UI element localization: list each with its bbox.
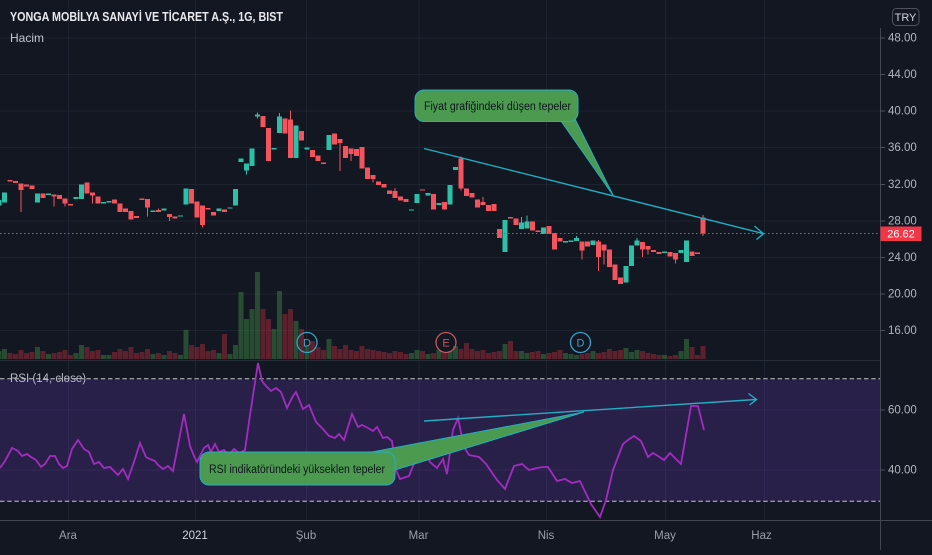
- svg-text:28.00: 28.00: [888, 215, 917, 227]
- svg-text:Hacim: Hacim: [10, 31, 44, 45]
- svg-text:D: D: [303, 338, 311, 350]
- svg-text:36.00: 36.00: [888, 142, 917, 154]
- svg-text:Nis: Nis: [538, 530, 555, 542]
- svg-text:48.00: 48.00: [888, 32, 917, 44]
- svg-text:TRY: TRY: [895, 12, 917, 24]
- svg-text:32.00: 32.00: [888, 179, 917, 191]
- svg-text:D: D: [577, 338, 585, 350]
- svg-text:RSI indikatöründeki yükseklen: RSI indikatöründeki yükseklen tepeler: [209, 464, 385, 476]
- svg-text:Haz: Haz: [751, 530, 772, 542]
- svg-text:44.00: 44.00: [888, 69, 917, 81]
- svg-text:Mar: Mar: [409, 530, 429, 542]
- svg-text:2021: 2021: [182, 530, 208, 542]
- svg-text:16.00: 16.00: [888, 325, 917, 337]
- svg-text:60.00: 60.00: [888, 404, 917, 416]
- svg-text:20.00: 20.00: [888, 289, 917, 301]
- svg-text:Şub: Şub: [296, 530, 316, 542]
- svg-text:40.00: 40.00: [888, 465, 917, 477]
- svg-text:26.62: 26.62: [887, 229, 915, 241]
- svg-text:RSI (14, close): RSI (14, close): [10, 373, 86, 385]
- svg-text:YONGA MOBİLYA SANAYİ VE TİCARE: YONGA MOBİLYA SANAYİ VE TİCARET A.Ş., 1G…: [10, 9, 283, 24]
- svg-text:40.00: 40.00: [888, 106, 917, 118]
- svg-text:May: May: [654, 530, 676, 542]
- svg-text:24.00: 24.00: [888, 252, 917, 264]
- svg-text:Fiyat grafiğindeki düşen tepel: Fiyat grafiğindeki düşen tepeler: [424, 101, 571, 113]
- svg-text:E: E: [442, 338, 449, 350]
- svg-text:Ara: Ara: [59, 530, 78, 542]
